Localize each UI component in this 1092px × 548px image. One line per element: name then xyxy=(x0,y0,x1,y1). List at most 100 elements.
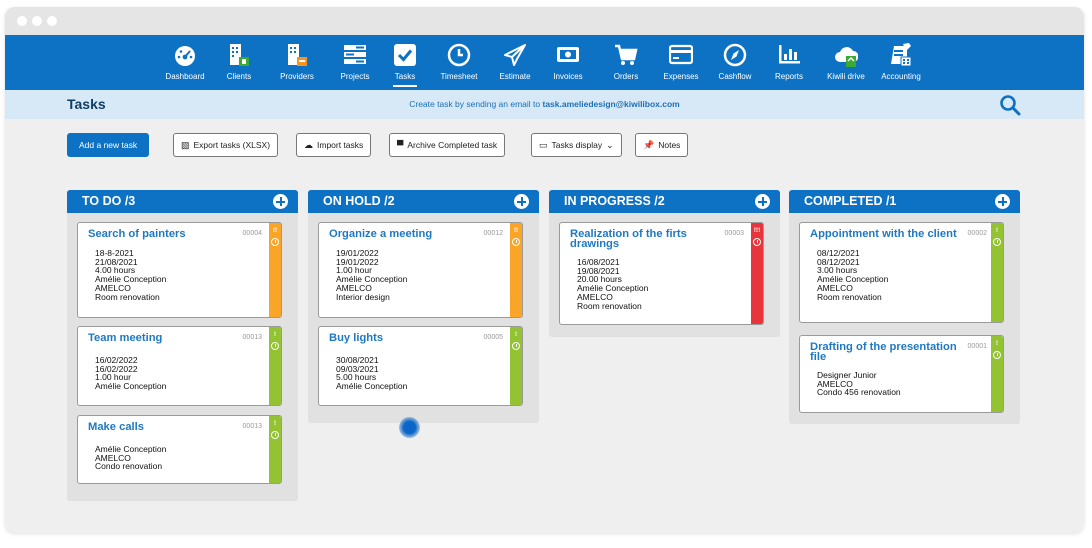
task-title[interactable]: Make calls xyxy=(88,421,144,433)
task-card[interactable]: Make calls 00013 Amélie Conception AMELC… xyxy=(77,415,282,484)
nav-label: Estimate xyxy=(499,72,531,81)
task-project: Interior design xyxy=(336,291,390,302)
task-project: Room renovation xyxy=(577,300,642,311)
add-card-icon[interactable] xyxy=(755,194,770,209)
import-tasks-button[interactable]: ☁ Import tasks xyxy=(296,133,372,157)
nav-item-cashflow[interactable]: Cashflow xyxy=(705,42,765,81)
add-card-icon[interactable] xyxy=(273,194,288,209)
task-assignee: Amélie Conception xyxy=(577,283,649,294)
column-in-progress: IN PROGRESS /2 Realization of the firts … xyxy=(549,190,780,337)
task-title[interactable]: Buy lights xyxy=(329,332,384,344)
task-project: Condo renovation xyxy=(95,461,163,472)
task-email-link[interactable]: task.ameliedesign@kiwilibox.com xyxy=(542,99,680,109)
task-details: Amélie Conception AMELCO Condo renovatio… xyxy=(95,445,166,471)
task-id: 00013 xyxy=(242,423,262,430)
task-card[interactable]: Appointment with the client 00002 08/12/… xyxy=(799,222,1004,323)
task-start-date: 19/01/2022 xyxy=(336,248,379,258)
task-title[interactable]: Organize a meeting xyxy=(329,228,433,240)
task-start-date: 16/02/2022 xyxy=(95,355,138,365)
priority-bar: ! xyxy=(269,327,281,405)
email-task-hint: Create task by sending an email to task.… xyxy=(5,99,1084,109)
add-task-button[interactable]: Add a new task xyxy=(67,133,150,157)
nav-item-kiwili-drive[interactable]: Kiwili drive xyxy=(816,42,876,81)
nav-item-expenses[interactable]: Expenses xyxy=(651,42,711,81)
nav-item-orders[interactable]: Orders xyxy=(596,42,656,81)
clock-icon xyxy=(993,351,1001,359)
task-title[interactable]: Realization of the firts drawings xyxy=(570,228,687,250)
archive-icon: ▀ xyxy=(397,140,404,150)
column-header: IN PROGRESS /2 xyxy=(549,190,780,213)
task-id: 00002 xyxy=(967,230,987,237)
search-icon[interactable] xyxy=(999,94,1021,116)
task-start-date: 18-8-2021 xyxy=(95,248,134,258)
invoice-icon xyxy=(557,47,579,62)
bar-chart-icon xyxy=(779,45,800,64)
clock-icon xyxy=(447,43,471,67)
card-icon xyxy=(669,44,693,65)
task-end-date: 16/02/2022 xyxy=(95,363,138,374)
task-assignee: Amélie Conception xyxy=(336,274,408,285)
task-details: 30/08/2021 09/03/2021 5.00 hours Amélie … xyxy=(336,356,407,391)
pin-icon: 📌 xyxy=(643,139,655,150)
task-end-date: 19/08/2021 xyxy=(577,265,620,276)
task-id: 00003 xyxy=(724,230,744,237)
window-dot-icon xyxy=(17,16,27,26)
nav-label: Accounting xyxy=(881,72,921,81)
page-header: Tasks Create task by sending an email to… xyxy=(5,90,1084,119)
clock-icon xyxy=(512,238,520,246)
notes-button[interactable]: 📌 Notes xyxy=(635,133,689,157)
add-card-icon[interactable] xyxy=(995,194,1010,209)
nav-item-tasks[interactable]: Tasks xyxy=(375,42,435,87)
column-header: COMPLETED /1 xyxy=(789,190,1020,213)
task-card[interactable]: Buy lights 00005 30/08/2021 09/03/2021 5… xyxy=(318,326,523,406)
task-details: 16/02/2022 16/02/2022 1.00 hour Amélie C… xyxy=(95,356,166,391)
task-title[interactable]: Appointment with the client xyxy=(810,228,957,240)
task-card[interactable]: Drafting of the presentation file 00001 … xyxy=(799,335,1004,413)
task-id: 00012 xyxy=(483,230,503,237)
email-hint-text: Create task by sending an email to xyxy=(409,99,543,109)
nav-item-invoices[interactable]: Invoices xyxy=(538,42,598,81)
window-titlebar xyxy=(5,7,1084,35)
nav-item-accounting[interactable]: Accounting xyxy=(871,42,931,81)
add-card-icon[interactable] xyxy=(514,194,529,209)
cloud-upload-icon xyxy=(835,47,858,67)
clock-icon xyxy=(512,342,520,350)
nav-label: Cashflow xyxy=(718,72,752,81)
task-hours: 4.00 hours xyxy=(95,265,136,276)
nav-label: Reports xyxy=(774,72,803,81)
task-end-date: 21/08/2021 xyxy=(95,256,138,267)
task-hours: 1.00 hour xyxy=(336,265,372,276)
task-client: AMELCO xyxy=(817,378,853,389)
clock-icon xyxy=(993,238,1001,246)
nav-item-clients[interactable]: Clients xyxy=(209,42,269,81)
clock-icon xyxy=(271,431,279,439)
tasks-display-dropdown[interactable]: ▭ Tasks display ⌄ xyxy=(531,133,622,157)
task-title[interactable]: Team meeting xyxy=(88,332,163,344)
task-title[interactable]: Drafting of the presentation file xyxy=(810,341,957,363)
task-project: Room renovation xyxy=(95,291,160,302)
task-card[interactable]: Organize a meeting 00012 19/01/2022 19/0… xyxy=(318,222,523,318)
task-id: 00004 xyxy=(242,230,262,237)
task-card[interactable]: Realization of the firts drawings 00003 … xyxy=(559,222,764,325)
priority-bar: ! xyxy=(991,336,1003,412)
nav-item-projects[interactable]: Projects xyxy=(325,42,385,81)
clock-icon xyxy=(271,342,279,350)
nav-item-estimate[interactable]: Estimate xyxy=(485,42,545,81)
compass-icon xyxy=(723,43,747,67)
task-card[interactable]: Team meeting 00013 16/02/2022 16/02/2022… xyxy=(77,326,282,406)
task-title[interactable]: Search of painters xyxy=(88,228,186,240)
export-tasks-button[interactable]: ▧ Export tasks (XLSX) xyxy=(173,133,279,157)
nav-item-providers[interactable]: Providers xyxy=(267,42,327,81)
nav-label: Dashboard xyxy=(165,72,205,81)
task-hours: 1.00 hour xyxy=(95,372,131,383)
archive-completed-button[interactable]: ▀ Archive Completed task xyxy=(389,133,506,157)
priority-mark: ! xyxy=(273,420,277,427)
nav-item-dashboard[interactable]: Dashboard xyxy=(155,42,215,81)
task-card[interactable]: Search of painters 00004 18-8-2021 21/08… xyxy=(77,222,282,318)
task-assignee: Designer Junior xyxy=(817,370,877,380)
nav-item-timesheet[interactable]: Timesheet xyxy=(429,42,489,81)
nav-item-reports[interactable]: Reports xyxy=(759,42,819,81)
nav-label: Timesheet xyxy=(440,72,478,81)
cart-icon xyxy=(615,44,638,65)
priority-bar: !!! xyxy=(751,223,763,324)
